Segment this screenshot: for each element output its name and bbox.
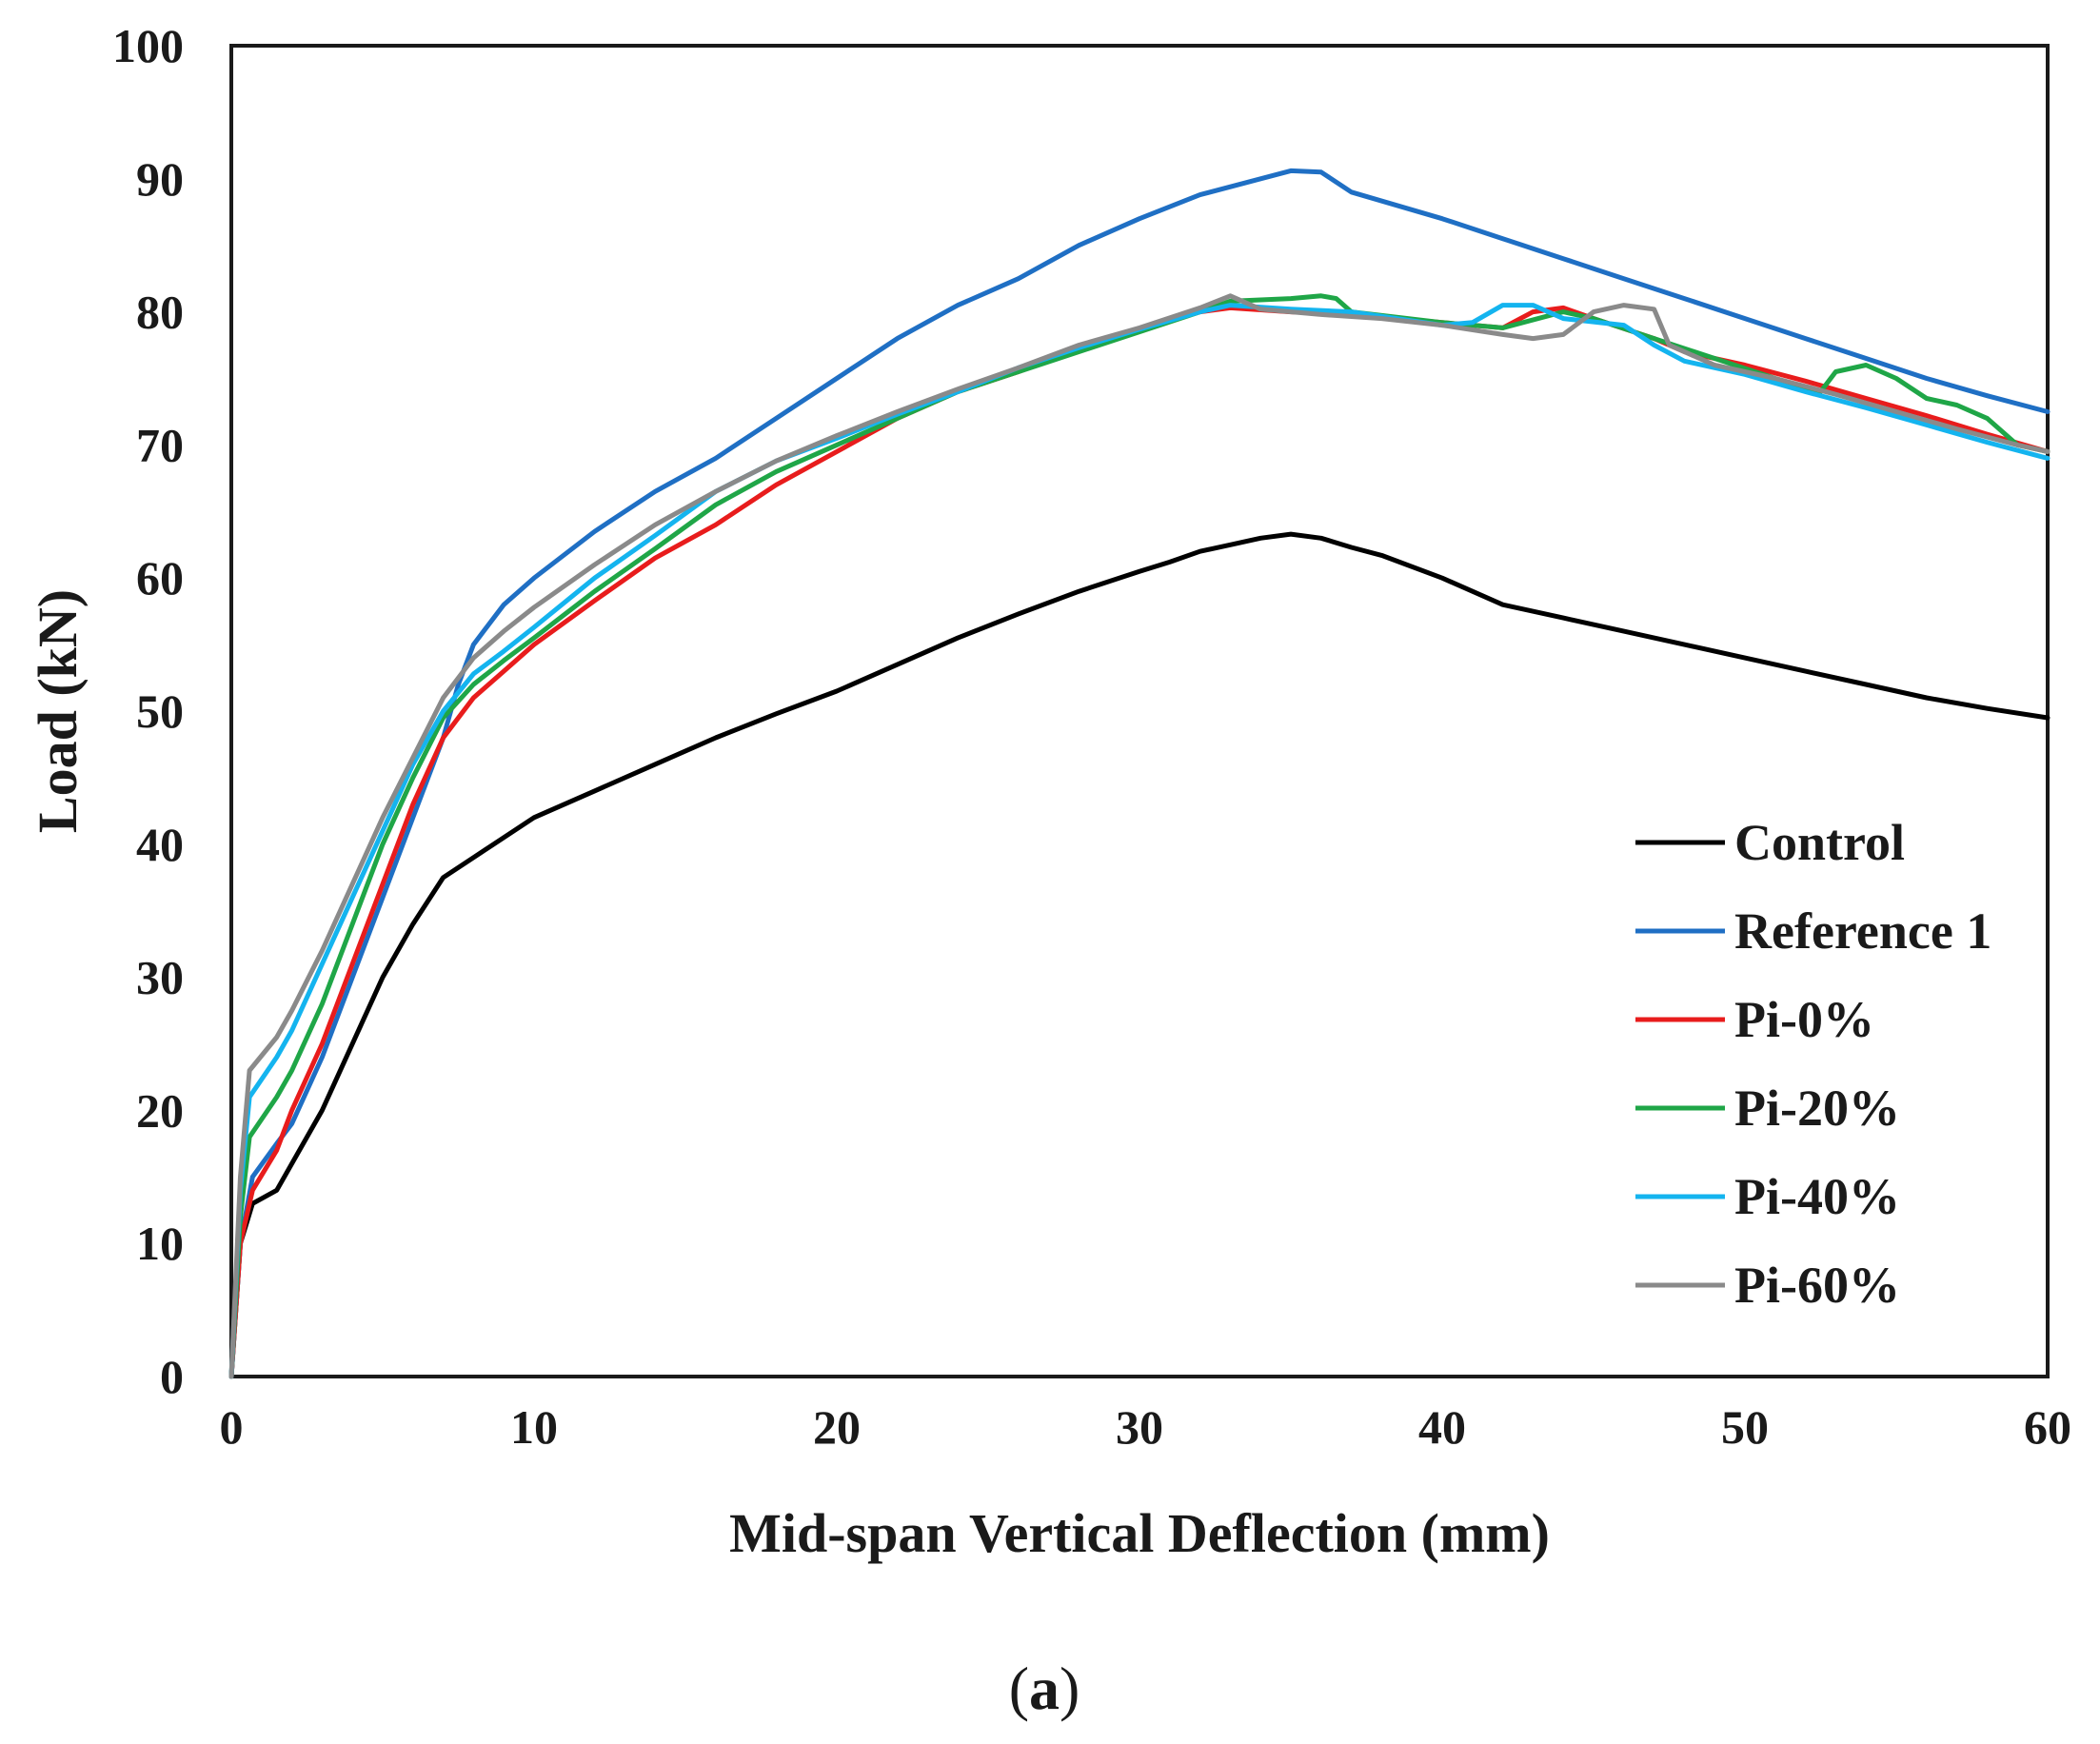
x-tick-label-1: 10	[510, 1400, 558, 1454]
x-tick-label-2: 20	[813, 1400, 861, 1454]
y-tick-label-0: 0	[160, 1350, 184, 1403]
y-tick-label-7: 70	[136, 418, 184, 471]
x-tick-label-3: 30	[1116, 1400, 1163, 1454]
legend: Control Reference 1 Pi-0% Pi-20% Pi-40% Pi-60…	[1635, 814, 1991, 1314]
y-tick-label-5: 50	[136, 684, 184, 738]
y-tick-label-8: 80	[136, 286, 184, 339]
legend-label-4: Pi-40%	[1734, 1168, 1900, 1225]
series-line-reference-1	[228, 168, 2050, 1379]
legend-label-1: Reference 1	[1734, 902, 1991, 960]
series-line-pi-60-	[228, 293, 2050, 1379]
y-tick-label-9: 90	[136, 152, 184, 206]
caption-open-paren: (	[1009, 1655, 1029, 1722]
y-axis-title: Load (kN)	[27, 589, 89, 833]
legend-label-0: Control	[1734, 814, 1905, 871]
y-tick-label-6: 60	[136, 551, 184, 604]
legend-label-3: Pi-20%	[1734, 1080, 1900, 1137]
legend-label-5: Pi-60%	[1734, 1257, 1900, 1314]
y-tick-label-1: 10	[136, 1217, 184, 1270]
x-axis-title: Mid-span Vertical Deflection (mm)	[729, 1502, 1550, 1564]
series-line-pi-20-	[228, 293, 2050, 1379]
figure-caption: (a)	[1009, 1655, 1080, 1722]
x-tick-label-0: 0	[220, 1400, 244, 1454]
x-axis-ticks: 0 10 20 30 40 50 60	[220, 1400, 2072, 1454]
caption-close-paren: )	[1060, 1655, 1080, 1722]
series-group	[228, 168, 2050, 1379]
x-tick-label-5: 50	[1721, 1400, 1769, 1454]
x-tick-label-4: 40	[1418, 1400, 1466, 1454]
plot-area	[228, 44, 2050, 1379]
plot-frame	[229, 44, 2050, 1378]
y-tick-label-4: 40	[136, 818, 184, 871]
legend-label-2: Pi-0%	[1734, 991, 1874, 1048]
y-tick-label-3: 30	[136, 951, 184, 1004]
y-tick-label-10: 100	[112, 19, 184, 72]
y-axis-ticks: 0 10 20 30 40 50 60 70 80 90 100	[112, 19, 184, 1403]
y-tick-label-2: 20	[136, 1083, 184, 1137]
caption-letter: a	[1029, 1655, 1060, 1722]
series-line-control	[228, 531, 2050, 1379]
x-tick-label-6: 60	[2024, 1400, 2071, 1454]
